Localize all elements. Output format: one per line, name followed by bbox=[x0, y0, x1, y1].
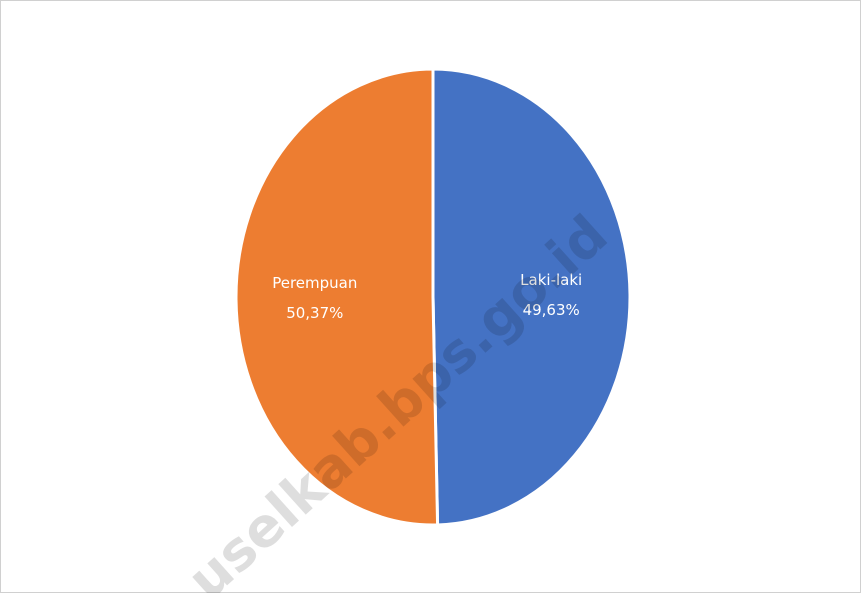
slice-category-label: Perempuan bbox=[272, 274, 357, 292]
slice-value-label: 49,63% bbox=[523, 301, 580, 319]
pie-slice bbox=[431, 67, 632, 527]
slice-category-label: Laki-laki bbox=[520, 271, 582, 289]
pie-slice bbox=[234, 67, 440, 527]
pie bbox=[234, 67, 632, 527]
slice-labels: Laki-laki 49,63% Perempuan 50,37% bbox=[272, 271, 582, 322]
slice-value-label: 50,37% bbox=[286, 304, 343, 322]
